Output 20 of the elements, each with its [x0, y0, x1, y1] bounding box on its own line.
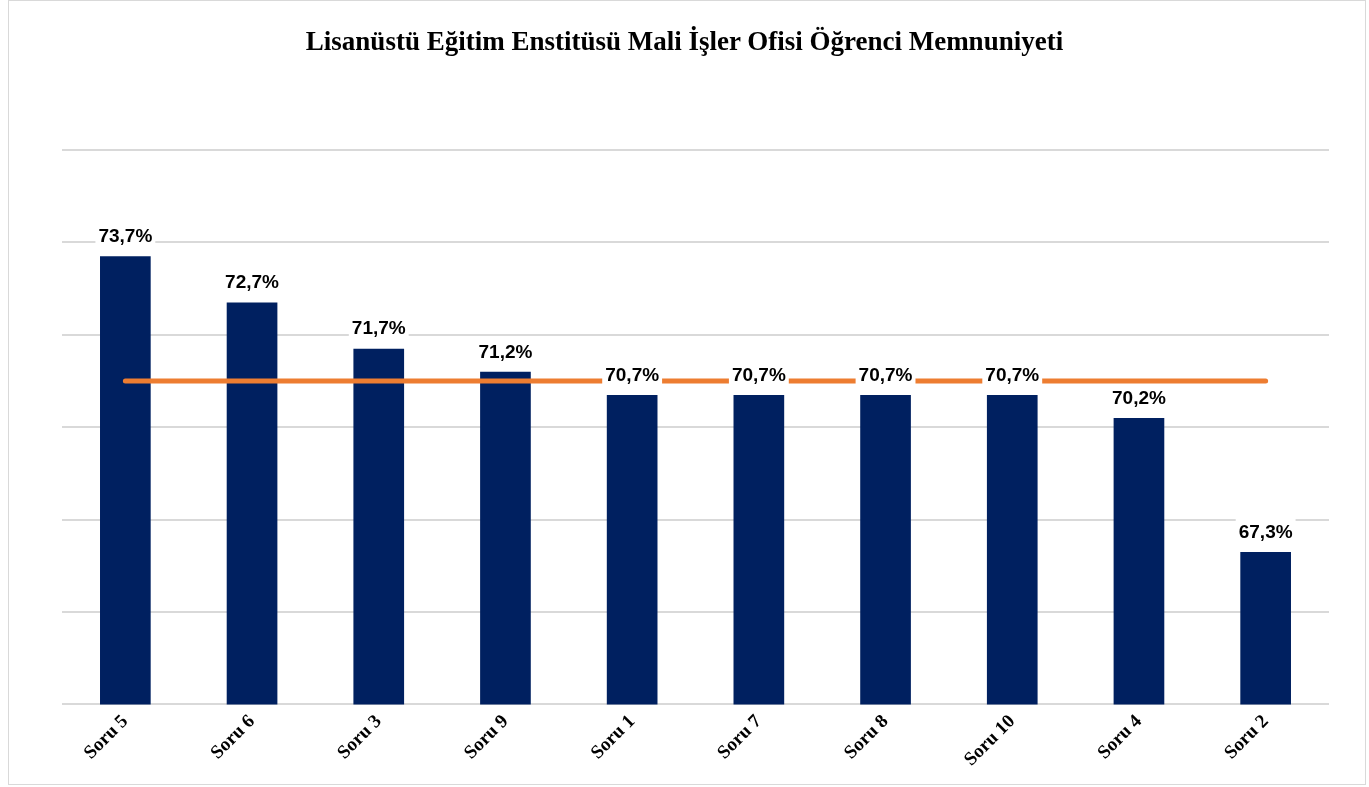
x-tick-label: Soru 1	[585, 709, 639, 763]
data-label: 70,7%	[858, 363, 913, 385]
chart-title: Lisanüstü Eğitim Enstitüsü Mali İşler Ofisi Öğrenci Memnuniyeti	[304, 26, 1065, 57]
x-tick-label: Soru 4	[1092, 709, 1146, 763]
x-tick-label: Soru 7	[712, 709, 766, 763]
data-label: 70,7%	[985, 363, 1040, 385]
data-label: 67,3%	[1238, 520, 1293, 542]
data-label: 71,7%	[351, 317, 406, 339]
x-tick-label: Soru 5	[79, 709, 132, 763]
data-label: 70,7%	[605, 363, 660, 385]
x-tick-label: Soru 2	[1219, 709, 1272, 763]
x-tick-label: Soru 9	[459, 709, 512, 763]
data-label: 70,2%	[1112, 386, 1166, 408]
x-tick-label: Soru 3	[332, 709, 386, 763]
data-label: 71,2%	[478, 340, 533, 362]
x-tick-label: Soru 8	[839, 709, 892, 763]
x-tick-label: Soru 6	[205, 709, 259, 763]
data-label: 73,7%	[98, 225, 153, 247]
data-label: 70,7%	[731, 363, 786, 385]
data-label: 72,7%	[225, 271, 280, 293]
